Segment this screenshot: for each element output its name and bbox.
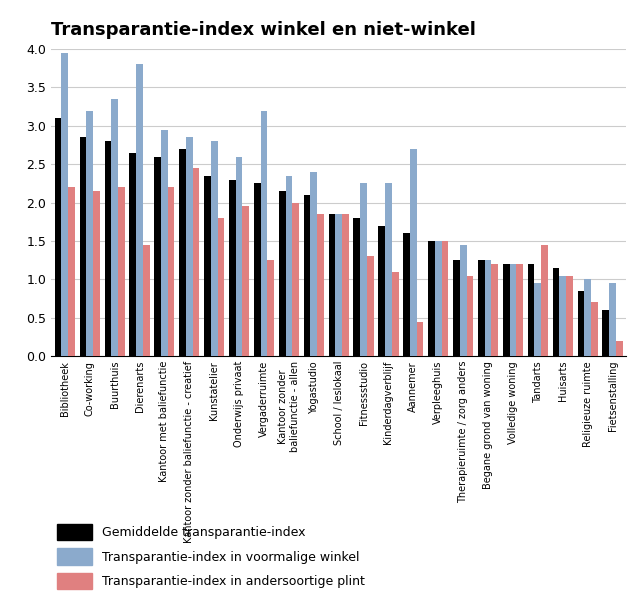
Bar [311,172,317,356]
Bar [385,184,392,356]
Bar [317,214,324,356]
Bar [267,260,274,356]
Bar [111,99,118,356]
Bar [118,187,125,356]
Bar [516,264,523,356]
Bar [55,118,61,356]
Bar [80,138,86,356]
Bar [204,176,211,356]
Bar [353,218,360,356]
Bar [279,191,286,356]
Bar [186,138,192,356]
Bar [553,268,559,356]
Bar [161,130,168,356]
Bar [286,176,292,356]
Bar [105,141,111,356]
Bar [491,264,498,356]
Bar [211,141,217,356]
Bar [503,264,509,356]
Bar [578,291,584,356]
Bar [335,214,342,356]
Bar [143,245,150,356]
Bar [367,257,374,356]
Bar [360,184,367,356]
Bar [342,214,349,356]
Bar [541,245,548,356]
Bar [242,206,249,356]
Bar [603,310,609,356]
Bar [466,276,473,356]
Bar [428,241,435,356]
Bar [261,111,267,356]
Bar [410,149,417,356]
Bar [591,302,597,356]
Bar [136,64,143,356]
Bar [179,149,186,356]
Bar [229,179,236,356]
Bar [509,264,516,356]
Bar [609,283,616,356]
Bar [453,260,460,356]
Bar [485,260,491,356]
Bar [392,271,399,356]
Bar [435,241,442,356]
Bar [217,218,224,356]
Bar [154,157,161,356]
Legend: Gemiddelde transparantie-index, Transparantie-index in voormalige winkel, Transp: Gemiddelde transparantie-index, Transpar… [58,524,366,589]
Text: Transparantie-index winkel en niet-winkel: Transparantie-index winkel en niet-winke… [51,21,476,39]
Bar [559,276,566,356]
Bar [93,191,100,356]
Bar [304,195,311,356]
Bar [460,245,466,356]
Bar [584,279,591,356]
Bar [328,214,335,356]
Bar [478,260,485,356]
Bar [534,283,541,356]
Bar [292,203,299,356]
Bar [192,168,199,356]
Bar [403,233,410,356]
Bar [68,187,75,356]
Bar [528,264,534,356]
Bar [236,157,242,356]
Bar [442,241,449,356]
Bar [616,341,622,356]
Bar [378,225,385,356]
Bar [254,184,261,356]
Bar [566,276,573,356]
Bar [86,111,93,356]
Bar [417,322,424,356]
Bar [130,153,136,356]
Bar [61,53,68,356]
Bar [168,187,174,356]
